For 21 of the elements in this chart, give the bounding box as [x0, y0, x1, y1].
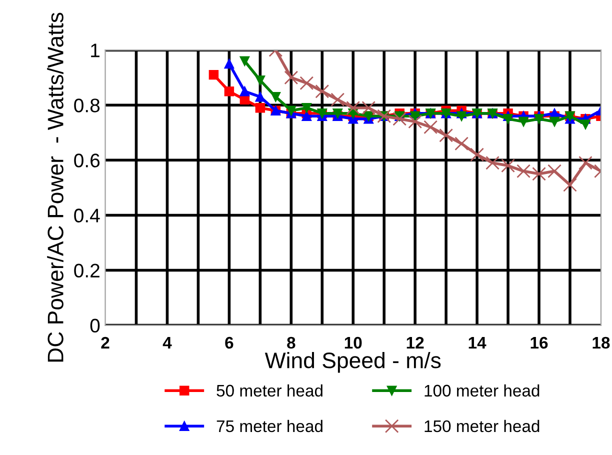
legend-label: 150 meter head [424, 420, 540, 432]
x-tick-label: 8 [287, 336, 296, 349]
x-axis-title: Wind Speed - m/s [264, 352, 441, 373]
x-tick-label: 14 [468, 337, 486, 349]
y-tick-label: 0.2 [74, 264, 100, 278]
legend-label: 50 meter head [216, 384, 322, 397]
x-tick-label: 6 [225, 336, 234, 349]
x-tick-label: 18 [592, 336, 610, 349]
y-tick-label: 0.8 [74, 98, 100, 112]
legend-label: 100 meter head [424, 384, 540, 397]
y-tick-label: 0.4 [74, 208, 100, 222]
x-tick-label: 10 [344, 336, 362, 349]
legend-label: 75 meter head [216, 420, 322, 432]
x-tick-label: 12 [406, 336, 424, 349]
x-tick-label: 2 [101, 336, 110, 349]
y-tick-label: 0.6 [74, 154, 100, 168]
y-axis-title: DC Power/AC Power - Watts/Watts [47, 12, 64, 362]
x-tick-label: 4 [162, 337, 172, 349]
y-tick-label: 1 [91, 44, 100, 58]
y-tick-label: 0 [90, 318, 100, 333]
x-tick-label: 16 [530, 336, 548, 349]
